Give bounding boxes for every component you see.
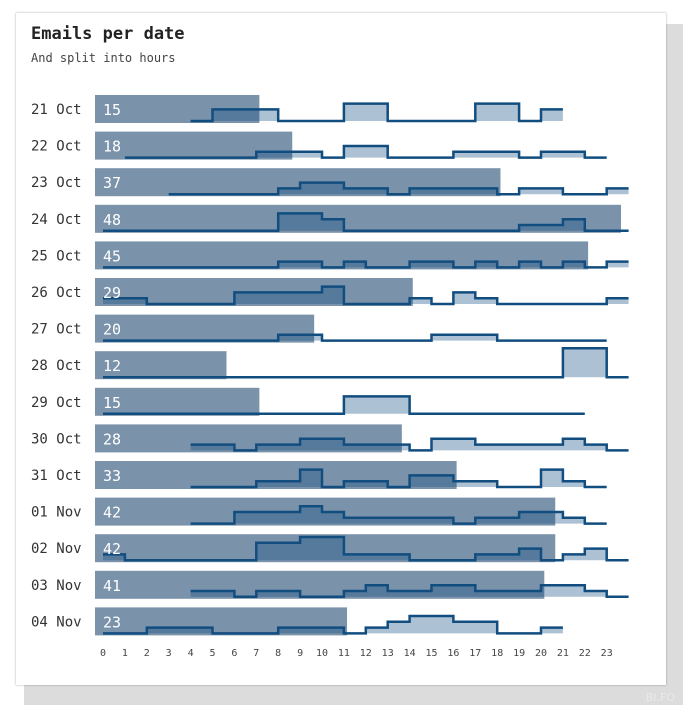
total-bar bbox=[95, 387, 260, 416]
date-label: 27 Oct bbox=[31, 322, 82, 338]
count-label: 15 bbox=[103, 101, 121, 119]
hourly-line bbox=[103, 535, 629, 562]
x-tick-label: 18 bbox=[491, 648, 503, 659]
date-label: 03 Nov bbox=[31, 578, 82, 594]
hourly-area bbox=[168, 182, 629, 195]
count-label: 42 bbox=[103, 504, 121, 522]
date-label: 21 Oct bbox=[31, 102, 82, 118]
hourly-area bbox=[190, 103, 563, 121]
chart-subtitle: And split into hours bbox=[31, 51, 176, 65]
count-label: 41 bbox=[103, 577, 121, 595]
count-label: 12 bbox=[103, 357, 121, 375]
count-label: 23 bbox=[103, 613, 121, 631]
x-tick-label: 11 bbox=[338, 648, 350, 659]
x-tick-label: 8 bbox=[275, 648, 281, 659]
hourly-line bbox=[190, 504, 607, 525]
total-bar bbox=[95, 131, 293, 160]
x-tick-label: 15 bbox=[425, 648, 437, 659]
hourly-area bbox=[103, 334, 607, 341]
hourly-line bbox=[103, 346, 629, 379]
total-bar bbox=[95, 204, 621, 233]
x-tick-label: 23 bbox=[601, 648, 613, 659]
total-bar bbox=[95, 534, 556, 563]
hourly-area bbox=[103, 213, 629, 231]
hourly-area bbox=[190, 469, 607, 487]
date-label: 02 Nov bbox=[31, 541, 82, 557]
hourly-line bbox=[103, 285, 629, 306]
hourly-line bbox=[190, 102, 563, 123]
x-tick-label: 13 bbox=[382, 648, 394, 659]
hourly-line bbox=[103, 212, 629, 233]
watermark: BI.FO bbox=[645, 691, 675, 704]
x-tick-label: 17 bbox=[469, 648, 481, 659]
hourly-line bbox=[168, 181, 629, 196]
count-label: 45 bbox=[103, 247, 121, 265]
hourly-area bbox=[103, 348, 629, 378]
total-bar bbox=[95, 424, 402, 453]
hourly-area bbox=[103, 616, 563, 634]
hourly-line bbox=[124, 144, 607, 159]
total-bar bbox=[95, 241, 589, 270]
count-label: 15 bbox=[103, 394, 121, 412]
hourly-area bbox=[124, 146, 607, 158]
date-label: 01 Nov bbox=[31, 505, 82, 521]
x-tick-label: 0 bbox=[100, 648, 106, 659]
x-tick-label: 9 bbox=[297, 648, 303, 659]
x-tick-label: 1 bbox=[122, 648, 128, 659]
x-tick-label: 6 bbox=[231, 648, 237, 659]
hourly-line bbox=[103, 333, 607, 342]
date-label: 23 Oct bbox=[31, 175, 82, 191]
total-bar bbox=[95, 461, 457, 489]
x-tick-label: 20 bbox=[535, 648, 547, 659]
x-tick-label: 2 bbox=[144, 648, 150, 659]
x-tick-label: 5 bbox=[209, 648, 215, 659]
date-label: 26 Oct bbox=[31, 285, 82, 301]
date-label: 04 Nov bbox=[31, 614, 82, 630]
chart-title: Emails per date bbox=[31, 24, 185, 44]
count-label: 20 bbox=[103, 321, 121, 339]
count-label: 48 bbox=[103, 211, 121, 229]
date-label: 29 Oct bbox=[31, 395, 82, 411]
count-label: 37 bbox=[103, 174, 121, 192]
hourly-line bbox=[103, 614, 563, 635]
x-tick-label: 14 bbox=[404, 648, 416, 659]
date-label: 22 Oct bbox=[31, 139, 82, 155]
hourly-line bbox=[103, 260, 629, 269]
x-tick-label: 10 bbox=[316, 648, 328, 659]
count-label: 33 bbox=[103, 467, 121, 485]
hourly-line bbox=[190, 468, 607, 489]
date-label: 31 Oct bbox=[31, 468, 82, 484]
date-label: 30 Oct bbox=[31, 431, 82, 447]
count-label: 29 bbox=[103, 284, 121, 302]
hourly-line bbox=[190, 583, 629, 599]
hourly-line bbox=[103, 395, 585, 416]
count-label: 42 bbox=[103, 540, 121, 558]
count-label: 18 bbox=[103, 138, 121, 156]
count-label: 28 bbox=[103, 430, 121, 448]
hourly-line bbox=[190, 437, 629, 452]
date-label: 28 Oct bbox=[31, 358, 82, 374]
x-tick-label: 7 bbox=[253, 648, 259, 659]
hourly-area bbox=[190, 506, 607, 524]
total-bar bbox=[95, 351, 227, 380]
x-tick-label: 22 bbox=[579, 648, 591, 659]
date-label: 25 Oct bbox=[31, 248, 82, 264]
x-tick-label: 16 bbox=[447, 648, 459, 659]
date-label: 24 Oct bbox=[31, 212, 82, 228]
x-tick-label: 12 bbox=[360, 648, 372, 659]
total-bar bbox=[95, 607, 348, 636]
total-bar bbox=[95, 168, 501, 197]
x-tick-label: 19 bbox=[513, 648, 525, 659]
x-tick-label: 4 bbox=[188, 648, 194, 659]
x-tick-label: 3 bbox=[166, 648, 172, 659]
x-tick-label: 21 bbox=[557, 648, 569, 659]
